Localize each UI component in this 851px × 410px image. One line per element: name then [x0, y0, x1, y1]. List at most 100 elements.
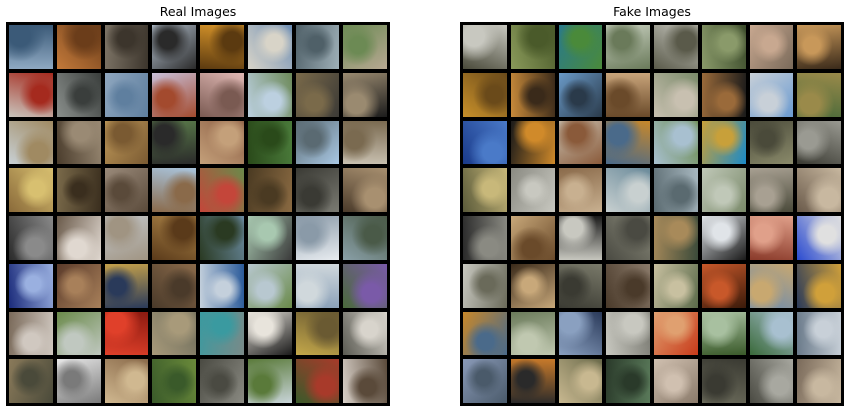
fake-image-tile — [654, 216, 698, 260]
fake-image-tile — [701, 120, 746, 165]
fake-image-tile — [749, 168, 794, 212]
fake-image-tile — [654, 359, 698, 403]
real-image-tile — [56, 263, 101, 308]
real-image-tile — [200, 263, 244, 308]
real-image-tile — [295, 25, 340, 69]
fake-image-tile — [558, 168, 603, 212]
real-image-tile — [9, 359, 53, 403]
real-image-tile — [200, 216, 244, 260]
fake-image-tile — [654, 25, 698, 69]
real-image-tile — [104, 72, 149, 117]
real-image-tile — [247, 168, 292, 212]
real-image-tile — [343, 216, 387, 260]
fake-image-tile — [749, 216, 794, 260]
fake-image-tile — [654, 72, 698, 117]
real-image-tile — [343, 120, 387, 165]
fake-image-tile — [510, 359, 555, 403]
real-image-tile — [247, 25, 292, 69]
fake-image-tile — [701, 263, 746, 308]
fake-image-tile — [510, 168, 555, 212]
real-image-tile — [247, 263, 292, 308]
fake-image-tile — [606, 359, 650, 403]
real-image-tile — [200, 168, 244, 212]
fake-image-tile — [558, 25, 603, 69]
real-image-tile — [152, 216, 196, 260]
fake-image-tile — [749, 72, 794, 117]
real-image-tile — [200, 25, 244, 69]
fake-image-tile — [797, 25, 841, 69]
real-image-tile — [104, 168, 149, 212]
fake-image-tile — [510, 216, 555, 260]
fake-image-tile — [510, 120, 555, 165]
fake-image-tile — [606, 72, 650, 117]
fake-image-tile — [463, 263, 507, 308]
fake-image-tile — [749, 359, 794, 403]
fake-image-tile — [749, 263, 794, 308]
fake-image-tile — [558, 120, 603, 165]
fake-image-tile — [606, 25, 650, 69]
real-image-tile — [9, 168, 53, 212]
fake-image-tile — [749, 25, 794, 69]
fake-image-tile — [654, 311, 698, 356]
real-image-tile — [56, 216, 101, 260]
real-image-tile — [200, 120, 244, 165]
fake-images-title: Fake Images — [613, 4, 691, 19]
real-image-tile — [200, 359, 244, 403]
real-image-tile — [9, 25, 53, 69]
fake-image-tile — [701, 216, 746, 260]
fake-image-tile — [558, 311, 603, 356]
fake-image-tile — [749, 120, 794, 165]
real-image-tile — [56, 72, 101, 117]
fake-images-grid — [460, 22, 844, 406]
real-image-tile — [152, 359, 196, 403]
fake-image-tile — [749, 311, 794, 356]
real-image-tile — [343, 72, 387, 117]
fake-image-tile — [797, 359, 841, 403]
fake-image-tile — [797, 311, 841, 356]
real-image-tile — [104, 359, 149, 403]
fake-image-tile — [463, 72, 507, 117]
real-image-tile — [200, 72, 244, 117]
fake-image-tile — [510, 263, 555, 308]
real-image-tile — [56, 311, 101, 356]
real-image-tile — [343, 311, 387, 356]
fake-image-tile — [463, 25, 507, 69]
fake-image-tile — [797, 216, 841, 260]
fake-image-tile — [654, 168, 698, 212]
fake-image-tile — [463, 311, 507, 356]
real-image-tile — [295, 168, 340, 212]
real-image-tile — [56, 359, 101, 403]
fake-image-tile — [510, 311, 555, 356]
fake-image-tile — [510, 25, 555, 69]
real-image-tile — [247, 72, 292, 117]
fake-image-tile — [463, 168, 507, 212]
fake-image-tile — [463, 216, 507, 260]
fake-image-tile — [654, 263, 698, 308]
real-image-tile — [56, 168, 101, 212]
fake-image-tile — [797, 120, 841, 165]
real-image-tile — [152, 25, 196, 69]
real-image-tile — [200, 311, 244, 356]
real-image-tile — [247, 120, 292, 165]
fake-image-tile — [558, 216, 603, 260]
real-image-tile — [9, 216, 53, 260]
real-image-tile — [343, 168, 387, 212]
real-image-tile — [295, 120, 340, 165]
real-image-tile — [343, 359, 387, 403]
fake-image-tile — [606, 216, 650, 260]
fake-image-tile — [797, 168, 841, 212]
fake-image-tile — [606, 311, 650, 356]
fake-image-tile — [701, 311, 746, 356]
real-image-tile — [152, 168, 196, 212]
fake-image-tile — [558, 359, 603, 403]
real-image-tile — [247, 311, 292, 356]
real-image-tile — [9, 120, 53, 165]
real-images-grid — [6, 22, 390, 406]
real-image-tile — [152, 72, 196, 117]
fake-image-tile — [701, 168, 746, 212]
fake-image-tile — [701, 25, 746, 69]
real-image-tile — [295, 359, 340, 403]
real-image-tile — [104, 311, 149, 356]
real-image-tile — [152, 311, 196, 356]
real-image-tile — [152, 263, 196, 308]
